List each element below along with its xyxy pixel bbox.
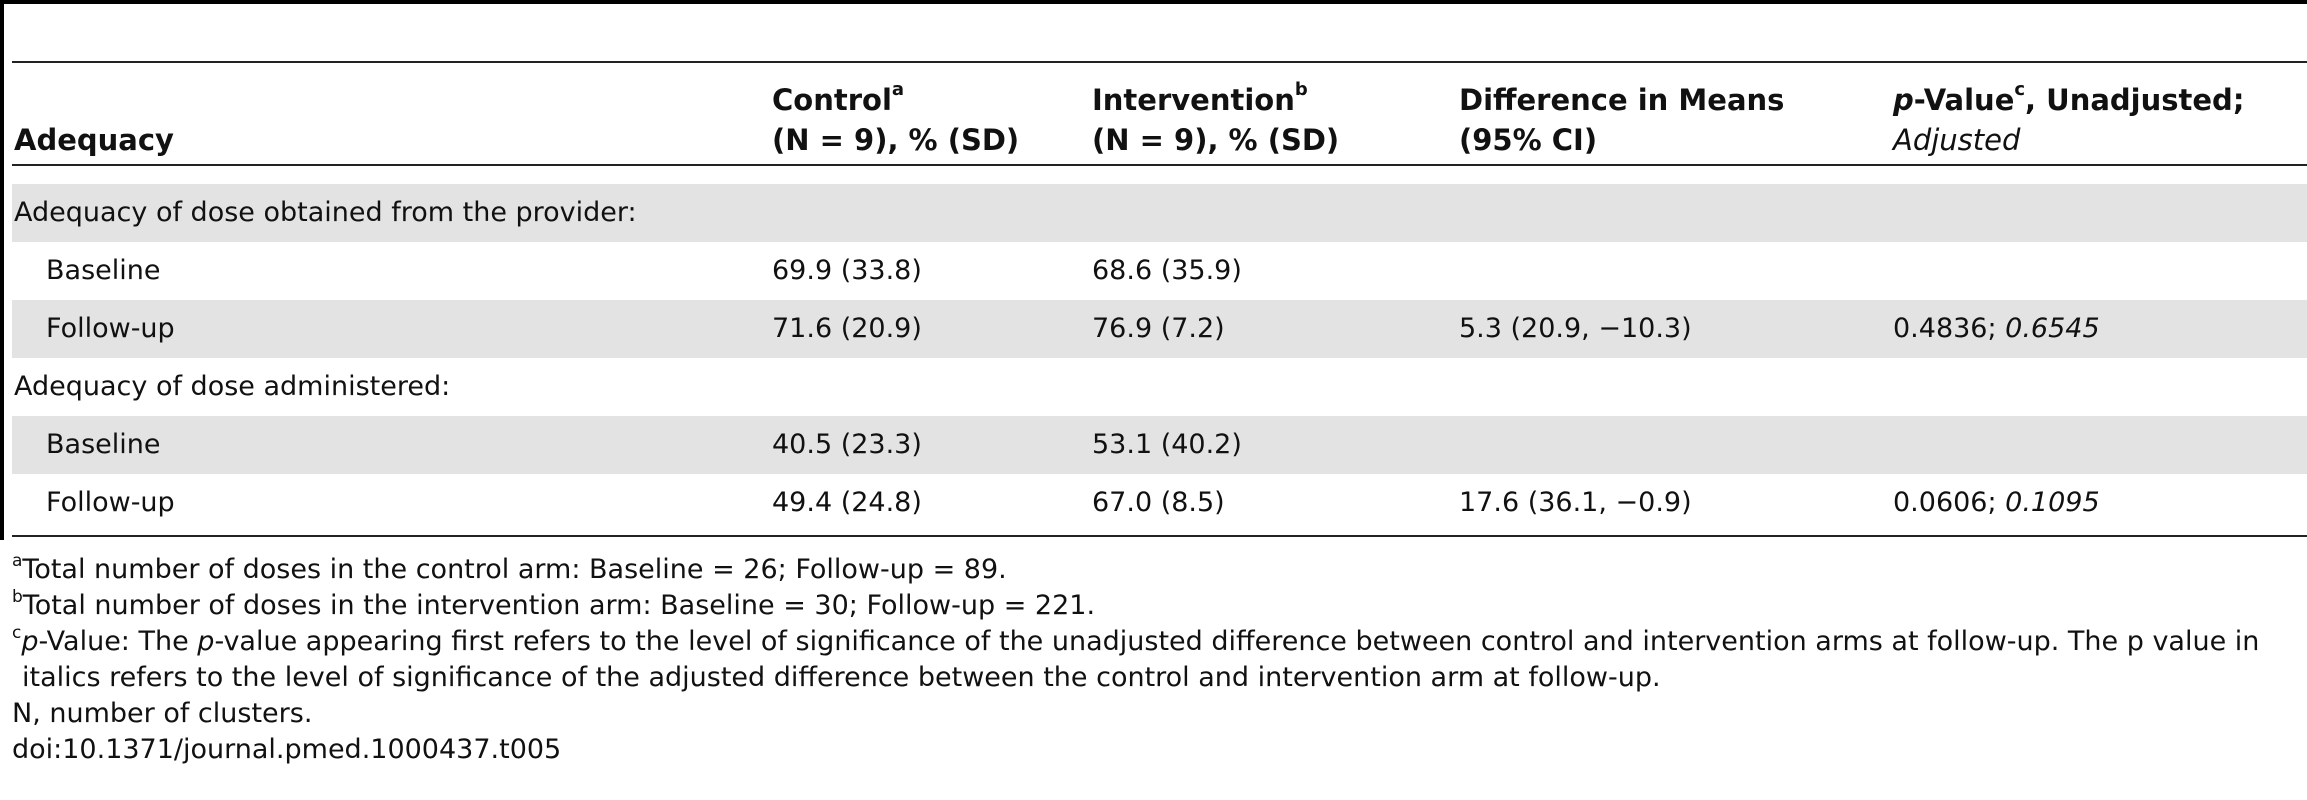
- table-bottom-rule: [12, 535, 2307, 537]
- header-difference-main: Difference in Means: [1459, 83, 1785, 117]
- doi-text: doi:10.1371/journal.pmed.1000437.t005: [12, 734, 562, 765]
- row-label: Follow-up: [46, 313, 175, 344]
- footnote-c: cp-Value: The p-value appearing first re…: [12, 624, 2297, 660]
- header-pvalue-adjusted: Adjusted: [1893, 123, 2021, 157]
- footnote-n: N, number of clusters.: [12, 698, 313, 729]
- footnote-mark-c: c: [2014, 79, 2026, 101]
- cell-control: 49.4 (24.8): [772, 487, 922, 518]
- cell-intervention: 53.1 (40.2): [1092, 429, 1242, 460]
- left-border: [0, 0, 4, 540]
- table-header: Adequacy Controla (N = 9), % (SD) Interv…: [12, 62, 2307, 166]
- footnotes: aTotal number of doses in the control ar…: [12, 552, 2297, 768]
- header-bottom-rule: [12, 164, 2307, 166]
- section-row: Adequacy of dose administered:: [12, 358, 2307, 416]
- footnote-c-p2: p: [197, 626, 215, 657]
- footnote-c-t2: -value appearing first refers to the lev…: [214, 626, 2260, 657]
- footnote-a: aTotal number of doses in the control ar…: [12, 552, 2297, 588]
- footnote-c-mark: c: [12, 623, 22, 643]
- p-unadjusted: 0.4836;: [1893, 313, 1997, 344]
- header-control: Controla (N = 9), % (SD): [772, 80, 1019, 160]
- footnote-a-text: Total number of doses in the control arm…: [22, 554, 1007, 585]
- header-intervention-sub: (N = 9), % (SD): [1092, 123, 1340, 157]
- cell-difference: 17.6 (36.1, −0.9): [1459, 487, 1692, 518]
- header-difference: Difference in Means (95% CI): [1459, 80, 1784, 160]
- cell-control: 69.9 (33.8): [772, 255, 922, 286]
- section-title: Adequacy of dose obtained from the provi…: [14, 197, 637, 228]
- header-difference-sub: (95% CI): [1459, 123, 1598, 157]
- p-adjusted: 0.6545: [2005, 313, 2100, 344]
- footnote-b-mark: b: [12, 587, 23, 607]
- footnote-mark-b: b: [1294, 79, 1308, 101]
- cell-intervention: 68.6 (35.9): [1092, 255, 1242, 286]
- top-border: [0, 0, 2307, 4]
- header-top-rule: [12, 61, 2307, 63]
- footnote-c-p1: p: [21, 626, 39, 657]
- header-pvalue-main: -Value: [1913, 83, 2015, 117]
- footnote-a-mark: a: [12, 551, 23, 571]
- p-adjusted: 0.1095: [2005, 487, 2100, 518]
- header-control-sub: (N = 9), % (SD): [772, 123, 1020, 157]
- section-title: Adequacy of dose administered:: [14, 371, 451, 402]
- footnote-c-line2: italics refers to the level of significa…: [22, 662, 1661, 693]
- table-row: Baseline 40.5 (23.3) 53.1 (40.2): [12, 416, 2307, 474]
- table-row: Follow-up 71.6 (20.9) 76.9 (7.2) 5.3 (20…: [12, 300, 2307, 358]
- footnote-mark-a: a: [891, 79, 905, 101]
- cell-pvalue: 0.4836; 0.6545: [1893, 300, 2100, 358]
- cell-control: 71.6 (20.9): [772, 313, 922, 344]
- cell-intervention: 67.0 (8.5): [1092, 487, 1225, 518]
- row-label: Baseline: [46, 429, 161, 460]
- footnote-c-t1: -Value: The: [38, 626, 198, 657]
- header-pvalue-p: p: [1893, 83, 1914, 117]
- footnote-b: bTotal number of doses in the interventi…: [12, 588, 2297, 624]
- p-unadjusted: 0.0606;: [1893, 487, 1997, 518]
- cell-intervention: 76.9 (7.2): [1092, 313, 1225, 344]
- header-intervention-main: Intervention: [1092, 83, 1295, 117]
- row-label: Baseline: [46, 255, 161, 286]
- header-intervention: Interventionb (N = 9), % (SD): [1092, 80, 1339, 160]
- section-row: Adequacy of dose obtained from the provi…: [12, 184, 2307, 242]
- footnote-b-text: Total number of doses in the interventio…: [22, 590, 1096, 621]
- row-label: Follow-up: [46, 487, 175, 518]
- cell-pvalue: 0.0606; 0.1095: [1893, 474, 2100, 532]
- header-adequacy: Adequacy: [14, 123, 174, 157]
- header-pvalue-after: , Unadjusted;: [2025, 83, 2245, 117]
- cell-control: 40.5 (23.3): [772, 429, 922, 460]
- cell-difference: 5.3 (20.9, −10.3): [1459, 313, 1692, 344]
- table-row: Follow-up 49.4 (24.8) 67.0 (8.5) 17.6 (3…: [12, 474, 2307, 532]
- header-control-main: Control: [772, 83, 892, 117]
- table-row: Baseline 69.9 (33.8) 68.6 (35.9): [12, 242, 2307, 300]
- header-pvalue: p-Valuec, Unadjusted; Adjusted: [1893, 80, 2244, 160]
